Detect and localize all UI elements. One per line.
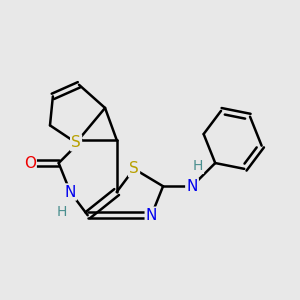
Text: H: H bbox=[193, 159, 203, 173]
Text: N: N bbox=[146, 208, 157, 223]
Text: S: S bbox=[129, 161, 139, 176]
Text: H: H bbox=[56, 205, 67, 219]
Text: O: O bbox=[24, 155, 36, 170]
Text: N: N bbox=[186, 179, 198, 194]
Text: S: S bbox=[71, 135, 81, 150]
Text: N: N bbox=[64, 184, 76, 200]
